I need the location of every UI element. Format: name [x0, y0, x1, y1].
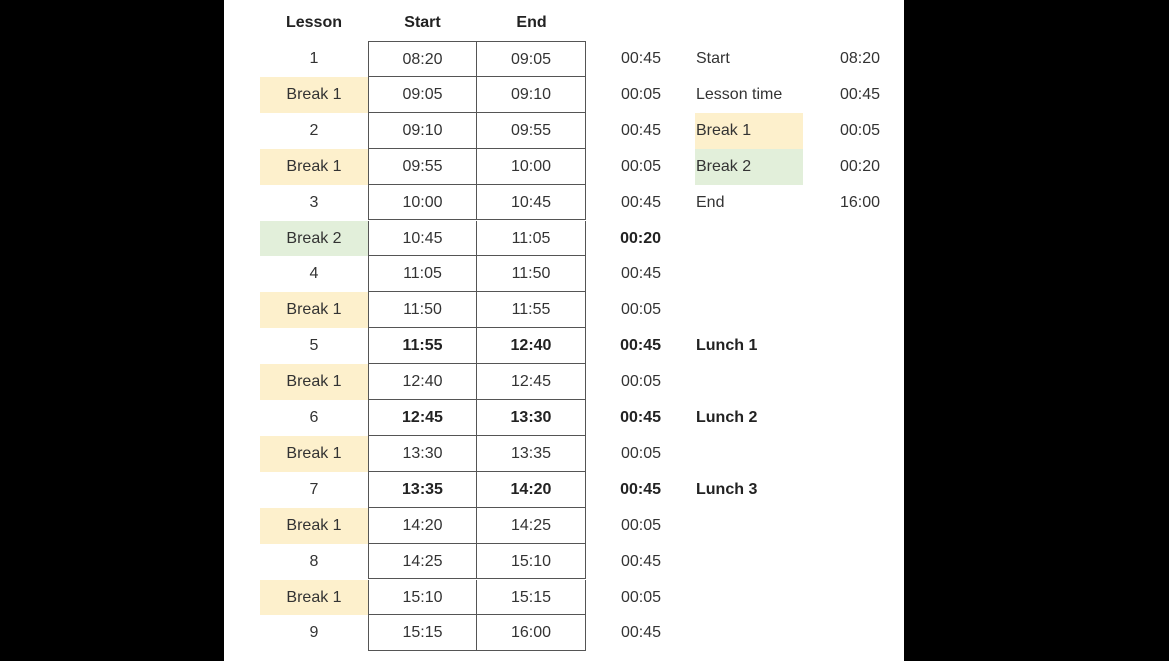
setting-value[interactable]: 00:05: [839, 121, 880, 139]
lesson-cell: 3: [309, 193, 319, 211]
lesson-cell: 2: [309, 121, 319, 139]
lesson-cell: 5: [309, 337, 319, 355]
end-time-cell[interactable]: 15:10: [477, 543, 586, 580]
lesson-cell: Break 1: [260, 579, 368, 616]
end-time-cell[interactable]: 09:55: [477, 112, 586, 149]
lunch-label: Lunch 2: [696, 409, 758, 426]
lesson-cell: Break 1: [260, 435, 368, 472]
setting-value[interactable]: 08:20: [839, 50, 880, 67]
lesson-cell: Break 1: [260, 507, 368, 544]
start-time-cell[interactable]: 08:20: [368, 41, 477, 77]
duration-cell: 00:05: [620, 373, 661, 391]
end-time-cell[interactable]: 09:10: [477, 76, 586, 113]
lesson-cell: Break 1: [260, 292, 368, 329]
start-time-cell[interactable]: 15:15: [368, 615, 477, 652]
lesson-cell: Break 1: [260, 76, 368, 113]
lesson-cell: 8: [309, 552, 319, 570]
lesson-cell: Break 1: [260, 148, 368, 185]
lesson-cell: 9: [309, 624, 319, 642]
setting-value[interactable]: 16:00: [839, 193, 880, 211]
setting-value[interactable]: 00:45: [839, 85, 880, 103]
duration-cell: 00:45: [620, 337, 661, 355]
duration-cell: 00:05: [620, 516, 661, 534]
duration-cell: 00:45: [620, 121, 661, 139]
end-time-cell[interactable]: 12:45: [477, 364, 586, 400]
duration-cell: 00:05: [620, 588, 661, 606]
duration-cell: 00:45: [620, 552, 661, 570]
duration-cell: 00:45: [620, 265, 661, 283]
end-time-cell[interactable]: 10:00: [477, 148, 586, 185]
duration-cell: 00:45: [620, 409, 661, 426]
end-time-cell[interactable]: 15:15: [477, 579, 586, 616]
end-time-cell[interactable]: 16:00: [477, 615, 586, 652]
duration-cell: 00:45: [620, 50, 661, 67]
start-time-cell[interactable]: 10:45: [368, 220, 477, 257]
duration-cell: 00:20: [620, 229, 661, 247]
duration-cell: 00:05: [620, 157, 661, 175]
start-time-cell[interactable]: 11:55: [368, 328, 477, 365]
duration-cell: 00:05: [620, 85, 661, 103]
setting-value[interactable]: 00:20: [839, 157, 880, 175]
start-time-cell[interactable]: 11:05: [368, 256, 477, 293]
end-time-cell[interactable]: 12:40: [477, 328, 586, 365]
end-time-cell[interactable]: 14:20: [477, 471, 586, 508]
start-time-cell[interactable]: 11:50: [368, 292, 477, 329]
lunch-label: Lunch 3: [696, 480, 758, 498]
lesson-cell: 1: [309, 50, 319, 67]
start-time-cell[interactable]: 13:35: [368, 471, 477, 508]
end-time-cell[interactable]: 11:50: [477, 256, 586, 293]
duration-cell: 00:45: [620, 624, 661, 642]
start-time-cell[interactable]: 12:45: [368, 400, 477, 436]
setting-label: End: [696, 193, 725, 211]
start-time-cell[interactable]: 14:25: [368, 543, 477, 580]
setting-label: Start: [696, 50, 730, 67]
end-time-cell[interactable]: 13:30: [477, 400, 586, 436]
end-time-cell[interactable]: 09:05: [477, 41, 586, 77]
end-time-cell[interactable]: 11:05: [477, 220, 586, 257]
duration-cell: 00:45: [620, 480, 661, 498]
header-lesson: Lesson: [285, 14, 342, 31]
lesson-cell: Break 2: [260, 220, 368, 257]
setting-label: Lesson time: [696, 85, 783, 103]
start-time-cell[interactable]: 09:05: [368, 76, 477, 113]
setting-label: Break 2: [695, 148, 803, 185]
start-time-cell[interactable]: 14:20: [368, 507, 477, 544]
start-time-cell[interactable]: 09:10: [368, 112, 477, 149]
lesson-cell: 6: [309, 409, 319, 426]
end-time-cell[interactable]: 11:55: [477, 292, 586, 329]
end-time-cell[interactable]: 13:35: [477, 435, 586, 472]
start-time-cell[interactable]: 12:40: [368, 364, 477, 400]
setting-label: Break 1: [695, 112, 803, 149]
lesson-cell: 7: [309, 480, 319, 498]
end-time-cell[interactable]: 14:25: [477, 507, 586, 544]
duration-cell: 00:45: [620, 193, 661, 211]
lesson-cell: Break 1: [260, 364, 368, 400]
timetable-sheet: Lesson Start End 1 08:20 09:05 00:45 Break 1…: [224, 0, 904, 661]
duration-cell: 00:05: [620, 444, 661, 462]
header-start: Start: [404, 14, 441, 31]
lunch-label: Lunch 1: [696, 337, 758, 355]
start-time-cell[interactable]: 10:00: [368, 184, 477, 221]
start-time-cell[interactable]: 09:55: [368, 148, 477, 185]
header-end: End: [516, 14, 547, 31]
start-time-cell[interactable]: 13:30: [368, 435, 477, 472]
duration-cell: 00:05: [620, 301, 661, 319]
start-time-cell[interactable]: 15:10: [368, 579, 477, 616]
end-time-cell[interactable]: 10:45: [477, 184, 586, 221]
lesson-cell: 4: [309, 265, 319, 283]
